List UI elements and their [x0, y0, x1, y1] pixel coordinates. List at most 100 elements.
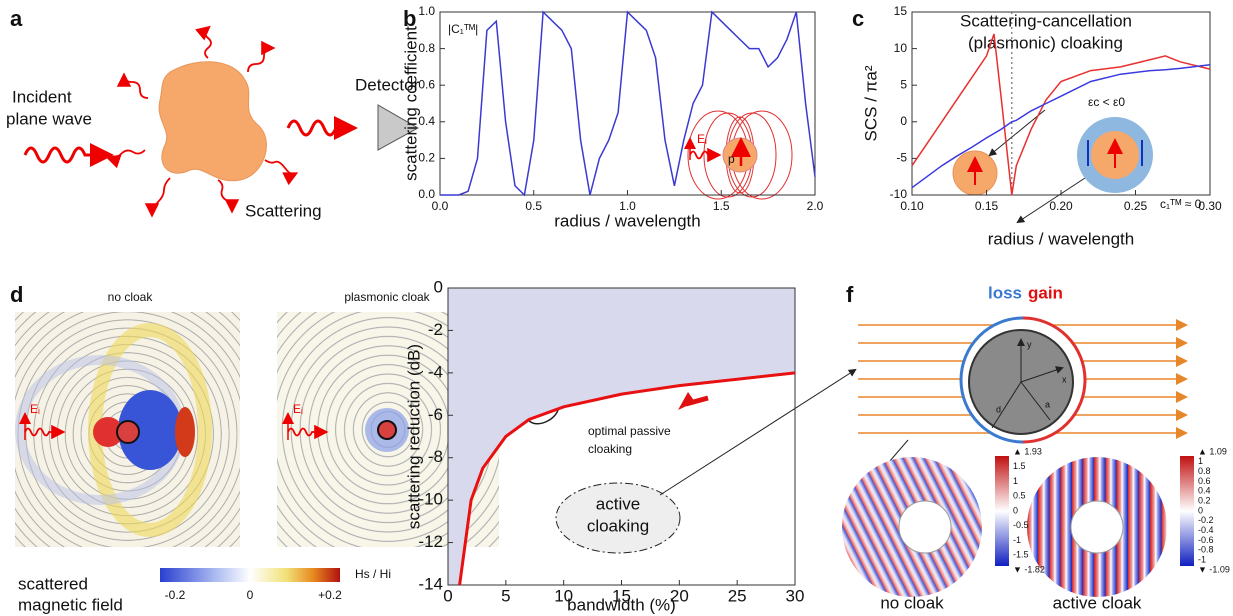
title: plasmonic cloak	[344, 290, 430, 304]
x-axis-label: bandwidth (%)	[567, 595, 676, 614]
scatterer	[158, 61, 267, 182]
chart-title: (plasmonic) cloaking	[968, 33, 1123, 52]
x-tick-label: 15	[612, 586, 631, 605]
panel-c-insets: Scattering-cancellation (plasmonic) cloa…	[952, 11, 1202, 224]
y-tick-label: -6	[428, 405, 443, 424]
y-tick-label: -4	[428, 362, 443, 381]
y-tick-label: 0.2	[418, 151, 435, 165]
label: c₁ᵀᴹ ≈ 0	[1160, 197, 1202, 211]
label: εc < ε0	[1088, 95, 1125, 109]
label: Detector	[355, 75, 420, 94]
y-tick-label: -2	[428, 320, 443, 339]
detector	[377, 104, 420, 151]
y-tick-label: -10	[890, 187, 908, 201]
series-line	[440, 10, 816, 197]
panel-label: c	[852, 6, 864, 31]
colorbar-tick: 0.4	[1198, 486, 1211, 496]
x-tick-label: 20	[670, 586, 689, 605]
y-tick-label: 0.8	[418, 41, 435, 55]
colorbar-tick: 0	[247, 588, 254, 602]
chart-title: Scattering-cancellation	[960, 11, 1132, 30]
y-tick-label: -12	[418, 532, 443, 551]
x-tick-label: 0.20	[1049, 199, 1073, 213]
label: optimal passive	[588, 424, 671, 438]
axis-label: y	[1027, 339, 1032, 349]
label: plane wave	[6, 109, 92, 128]
panel-d: no cloak plasmonic cloak Eᵢ Eᵢ scattered…	[15, 290, 499, 614]
wave-arrow	[286, 116, 358, 140]
colorbar-tick: 0	[1013, 505, 1018, 515]
y-tick-label: 0.4	[418, 114, 435, 128]
y-axis-label: scattering reduction (dB)	[404, 344, 423, 529]
colorbar-unit: Hs / Hi	[355, 567, 391, 581]
colorbar-tick: -0.2	[165, 588, 186, 602]
colorbar-tick: -0.4	[1198, 525, 1214, 535]
y-tick-label: 5	[900, 77, 907, 91]
axis-label: x	[1062, 374, 1067, 384]
x-tick-label: 0.30	[1198, 199, 1222, 213]
panel-label: a	[10, 6, 23, 31]
label: Eᵢ	[293, 402, 303, 416]
y-tick-label: -10	[418, 490, 443, 509]
colorbar-tick: +0.2	[318, 588, 342, 602]
colorbar-tick: 0.8	[1198, 466, 1211, 476]
x-tick-label: 25	[728, 586, 747, 605]
wave-arrow	[105, 149, 146, 169]
y-tick-label: 10	[894, 41, 908, 55]
panel-label: f	[846, 282, 854, 307]
colorbar-tick: 0	[1198, 505, 1203, 515]
y-axis-label: SCS / πa²	[861, 65, 880, 141]
title: no cloak	[108, 290, 154, 304]
colorbar-tick: ▼ -1.82	[1013, 564, 1045, 574]
label: p	[728, 152, 735, 166]
wave-arrow	[23, 143, 114, 167]
x-tick-label: 5	[501, 586, 510, 605]
colorbar-tick: -1	[1013, 535, 1021, 545]
y-tick-label: 15	[894, 4, 908, 18]
wave-arrow	[217, 179, 240, 214]
x-tick-label: 0.25	[1124, 199, 1148, 213]
y-tick-label: 0	[900, 114, 907, 128]
panel-b-inset: |C₁ᵀᴹ| p Eᵢ	[448, 22, 793, 200]
label: Incident	[12, 87, 72, 106]
colorbar-tick: -0.8	[1198, 545, 1214, 555]
x-tick-label: 0.0	[432, 199, 449, 213]
wave-arrow	[144, 177, 171, 218]
x-tick-label: 0	[443, 586, 452, 605]
x-tick-label: 0.15	[975, 199, 999, 213]
y-axis-label: scattering coefficient	[401, 26, 420, 181]
colorbar-tick: -1	[1198, 555, 1206, 565]
title: active cloak	[1053, 593, 1142, 612]
colorbar-tick: -0.6	[1198, 535, 1214, 545]
y-tick-label: -8	[428, 447, 443, 466]
label: Scattering	[245, 201, 322, 220]
panel-label: b	[403, 6, 416, 31]
x-tick-label: 10	[554, 586, 573, 605]
y-tick-label: 0.6	[418, 77, 435, 91]
wave-arrow	[116, 72, 149, 99]
label: active	[596, 494, 640, 513]
size-arrow	[678, 392, 695, 410]
x-tick-label: 0.5	[525, 199, 542, 213]
axis-label: a	[1045, 399, 1050, 409]
colorbar-title: magnetic field	[18, 595, 123, 614]
plot-frame	[439, 11, 816, 196]
pointer	[659, 368, 857, 496]
colorbar-tick: ▲ 1.09	[1198, 446, 1227, 456]
panel-label: d	[10, 282, 23, 307]
y-tick-label: -5	[896, 151, 907, 165]
y-tick-label: -14	[418, 574, 443, 593]
x-tick-label: 0.10	[900, 199, 924, 213]
series-line	[458, 371, 796, 586]
colorbar-tick: 0.5	[1013, 491, 1026, 501]
colorbar-tick: ▼ -1.09	[1198, 564, 1230, 574]
colorbar-tick: 1	[1013, 476, 1018, 486]
wave-arrow	[247, 40, 276, 73]
y-tick-label: 1.0	[418, 4, 435, 18]
colorbar-title: scattered	[18, 574, 88, 593]
colorbar-tick: 1.5	[1013, 461, 1026, 471]
y-tick-label: 0	[434, 277, 443, 296]
size-arrow-stem	[685, 395, 709, 407]
title: no cloak	[880, 593, 944, 612]
